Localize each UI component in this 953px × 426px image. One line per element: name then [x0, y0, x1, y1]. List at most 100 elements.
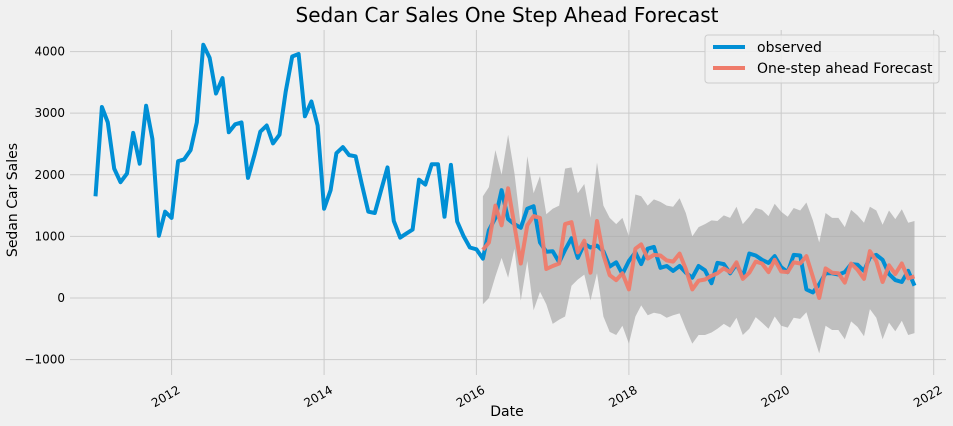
observed-point	[811, 290, 815, 294]
forecast-point	[684, 267, 688, 271]
legend-observed-label: observed	[757, 40, 822, 56]
forecast-series-line	[481, 186, 916, 300]
confidence-interval-band	[482, 134, 915, 354]
y-tick-label: 2000	[34, 168, 65, 182]
observed-point	[118, 180, 122, 184]
observed-point	[150, 137, 154, 141]
observed-point	[544, 250, 548, 254]
observed-point	[703, 268, 707, 272]
observed-point	[430, 162, 434, 166]
observed-point	[189, 148, 193, 152]
observed-point	[874, 253, 878, 257]
forecast-point	[754, 260, 758, 264]
observed-point	[297, 52, 301, 56]
forecast-point	[862, 277, 866, 281]
observed-point	[906, 269, 910, 273]
forecast-point	[620, 271, 624, 275]
observed-point	[386, 165, 390, 169]
observed-point	[157, 234, 161, 238]
observed-point	[506, 217, 510, 221]
observed-point	[411, 228, 415, 232]
forecast-point	[868, 249, 872, 253]
forecast-point	[544, 267, 548, 271]
forecast-point	[557, 261, 561, 265]
forecast-point	[836, 271, 840, 275]
observed-point	[576, 256, 580, 260]
legend: observed One-step ahead Forecast	[704, 34, 940, 84]
observed-point	[290, 54, 294, 58]
forecast-point	[786, 270, 790, 274]
forecast-point	[804, 254, 808, 258]
y-tick-label: 4000	[34, 45, 65, 59]
observed-point	[125, 172, 129, 176]
legend-forecast-label: One-step ahead Forecast	[757, 61, 933, 77]
observed-point	[887, 272, 891, 276]
observed-point	[392, 219, 396, 223]
observed-point	[239, 120, 243, 124]
observed-point	[481, 257, 485, 261]
observed-point	[284, 90, 288, 94]
x-axis-label: Date	[490, 404, 523, 420]
forecast-point	[697, 279, 701, 283]
chart-title: Sedan Car Sales One Step Ahead Forecast	[296, 3, 719, 27]
observed-point	[417, 178, 421, 182]
observed-point	[334, 151, 338, 155]
observed-point	[176, 159, 180, 163]
forecast-point	[633, 247, 637, 251]
observed-point	[671, 269, 675, 273]
forecast-point	[874, 259, 878, 263]
observed-point	[347, 153, 351, 157]
forecast-point	[881, 280, 885, 284]
observed-point	[163, 210, 167, 214]
forecast-point	[747, 271, 751, 275]
observed-point	[779, 265, 783, 269]
observed-point	[373, 211, 377, 215]
forecast-point	[766, 270, 770, 274]
observed-point	[366, 210, 370, 214]
observed-point	[360, 183, 364, 187]
forecast-point	[582, 239, 586, 243]
observed-point	[398, 236, 402, 240]
observed-point	[182, 157, 186, 161]
forecast-point	[506, 186, 510, 190]
observed-point	[843, 270, 847, 274]
forecast-point	[627, 287, 631, 291]
forecast-point	[900, 261, 904, 265]
observed-point	[144, 104, 148, 108]
observed-point	[379, 188, 383, 192]
observed-point	[678, 264, 682, 268]
forecast-point	[830, 271, 834, 275]
forecast-point	[500, 223, 504, 227]
observed-point	[608, 265, 612, 269]
forecast-point	[893, 272, 897, 276]
forecast-point	[512, 223, 516, 227]
observed-point	[246, 176, 250, 180]
observed-point	[868, 255, 872, 259]
forecast-point	[792, 260, 796, 264]
forecast-point	[652, 253, 656, 257]
observed-point	[468, 245, 472, 249]
observed-point	[322, 207, 326, 211]
forecast-point	[570, 220, 574, 224]
observed-point	[227, 130, 231, 134]
observed-point	[639, 262, 643, 266]
observed-point	[766, 261, 770, 265]
observed-point	[341, 145, 345, 149]
observed-point	[824, 271, 828, 275]
observed-point	[754, 253, 758, 257]
observed-point	[493, 216, 497, 220]
forecast-point	[824, 266, 828, 270]
observed-point	[532, 204, 536, 208]
forecast-point	[887, 263, 891, 267]
observed-point	[627, 259, 631, 263]
observed-point	[563, 248, 567, 252]
observed-point	[487, 228, 491, 232]
observed-point	[715, 261, 719, 265]
observed-point	[170, 216, 174, 220]
observed-point	[652, 245, 656, 249]
forecast-point	[608, 273, 612, 277]
forecast-point	[817, 296, 821, 300]
forecast-point	[906, 276, 910, 280]
forecast-point	[779, 270, 783, 274]
observed-point	[208, 56, 212, 60]
